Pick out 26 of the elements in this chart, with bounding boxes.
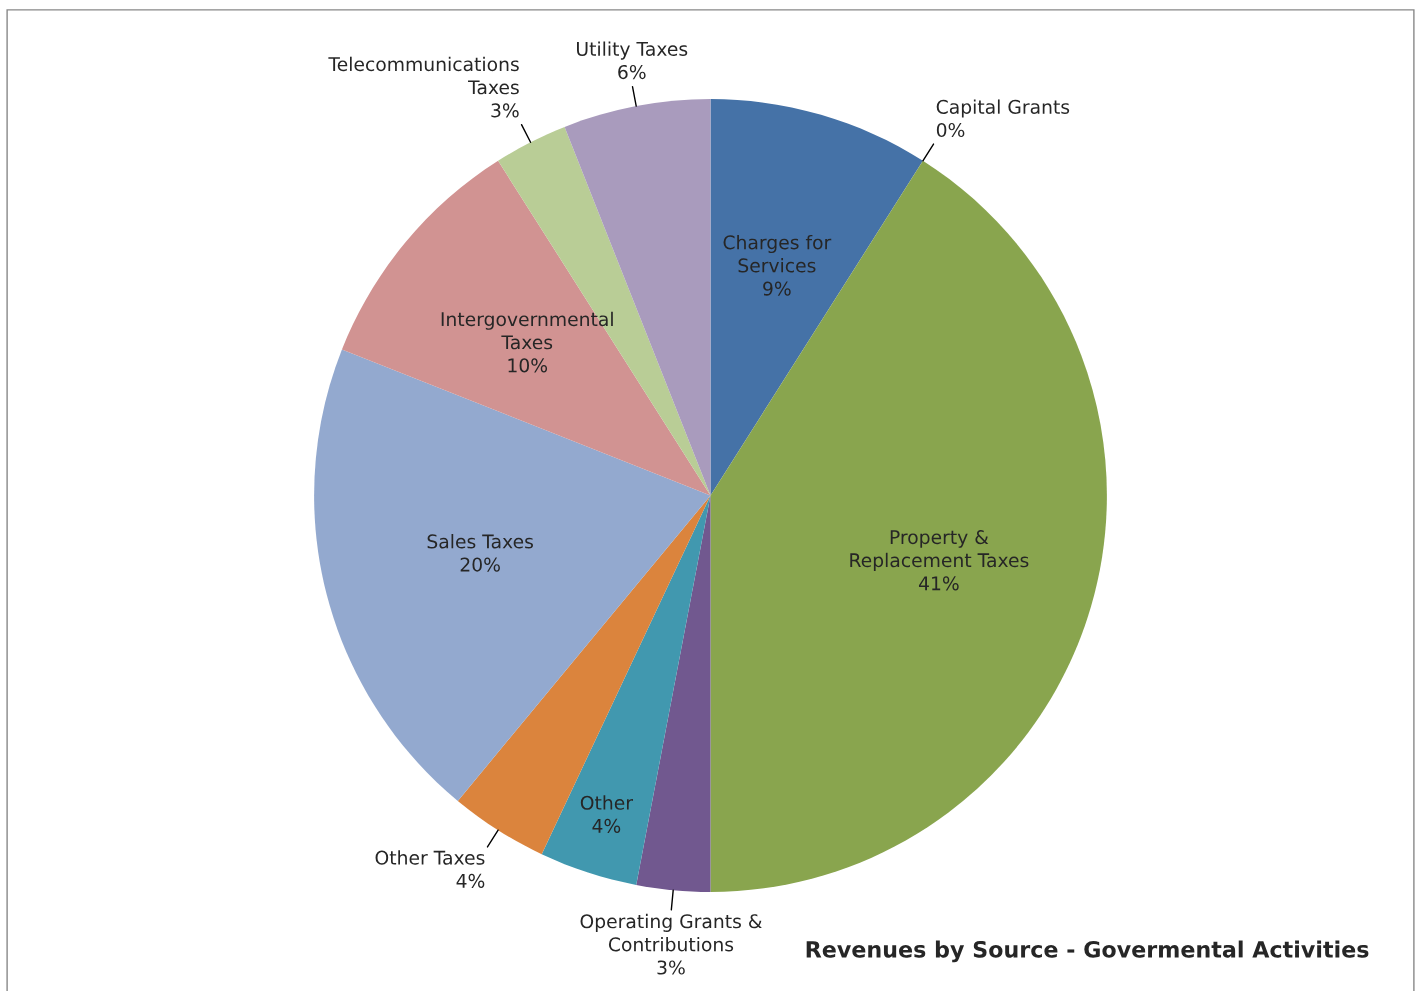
category-label: Capital Grants [936, 99, 1070, 118]
slice-label: Utility Taxes [577, 41, 688, 60]
slice-label: Charges for Services [723, 234, 832, 273]
text: 0% [936, 122, 965, 138]
slice-label: Operating Grants & Contributions [580, 913, 762, 952]
data-label: 20% [460, 557, 500, 572]
data-label: 10% [508, 358, 548, 373]
slice-label: Sales Taxes [427, 534, 533, 549]
pie-slice [710, 99, 923, 496]
pie-slice [341, 160, 711, 496]
slice-label: Other Taxes [375, 850, 485, 865]
data-label: 4% [456, 873, 485, 888]
data-label: 4% [592, 818, 621, 833]
slice-label: Other [580, 795, 633, 810]
data-label: 3% [491, 103, 519, 118]
pie-slice [636, 495, 711, 892]
data-label: 3% [657, 960, 685, 975]
slice-label: Intergovernmental Taxes [441, 311, 613, 350]
data-label: 6% [618, 64, 646, 80]
slice-label: Property & Replacement Taxes [850, 529, 1029, 571]
pie-slice [541, 495, 711, 885]
data-label: 9% [763, 281, 791, 296]
data-label: 41% [918, 576, 959, 591]
pie-slice [710, 160, 1107, 892]
slice-label: Telecommunications Taxes [328, 56, 519, 95]
text: Revenues by Source - Govermental Activities [806, 940, 1369, 963]
